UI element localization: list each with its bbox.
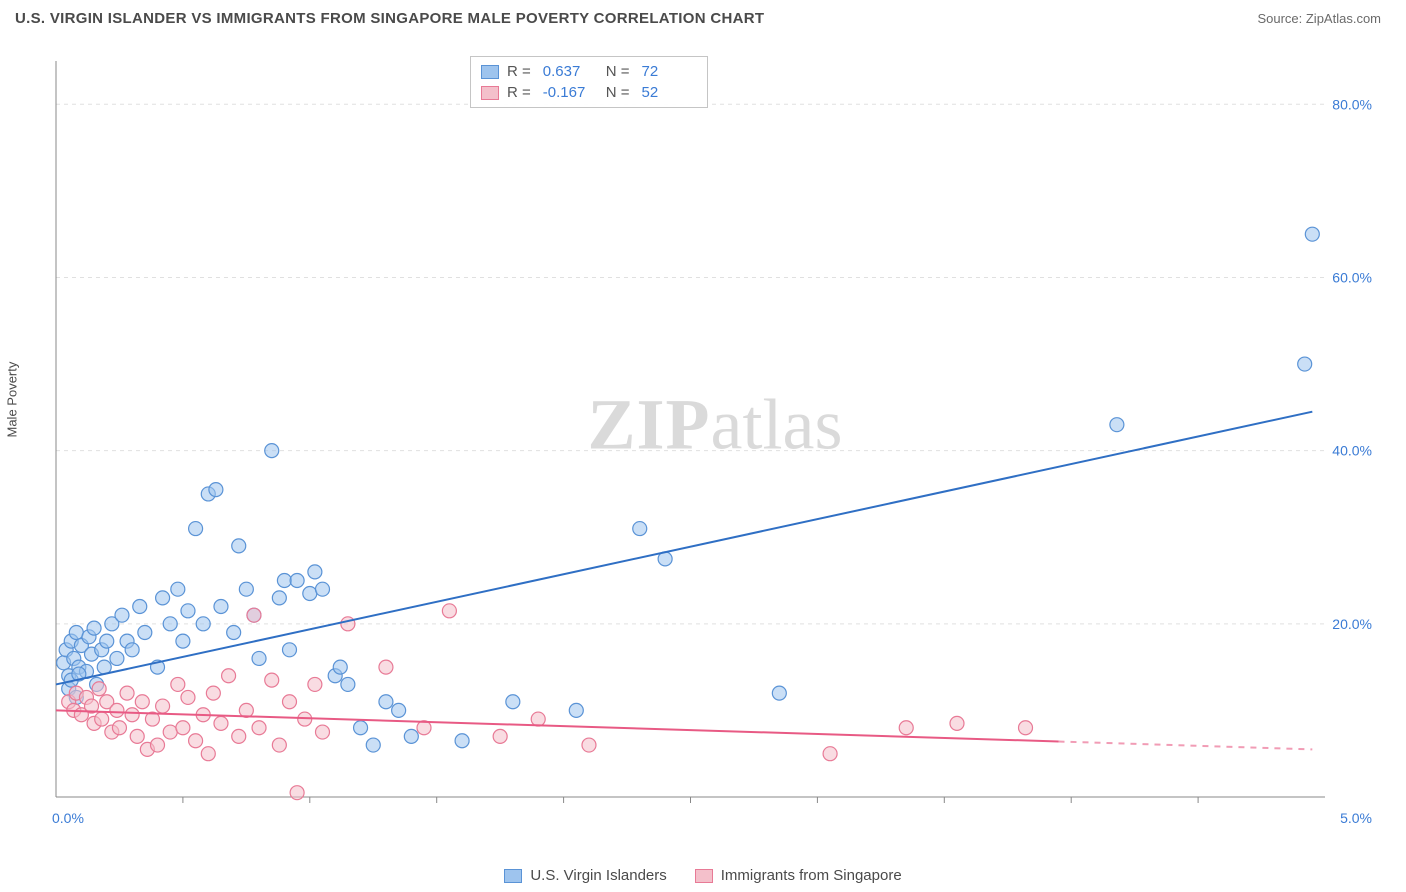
swatch-usvi (504, 869, 522, 883)
swatch-singapore (481, 86, 499, 100)
swatch-usvi (481, 65, 499, 79)
plot-area: 20.0%40.0%60.0%80.0%0.0%5.0% ZIPatlas (50, 55, 1380, 825)
correlation-chart: U.S. VIRGIN ISLANDER VS IMMIGRANTS FROM … (0, 0, 1406, 892)
legend-item-singapore: Immigrants from Singapore (695, 867, 902, 884)
legend-stat-row: R = 0.637 N = 72 (481, 61, 697, 82)
n-value-singapore: 52 (642, 84, 697, 101)
svg-text:20.0%: 20.0% (1332, 616, 1372, 632)
n-value-usvi: 72 (642, 63, 697, 80)
svg-text:60.0%: 60.0% (1332, 269, 1372, 285)
svg-text:40.0%: 40.0% (1332, 443, 1372, 459)
svg-text:80.0%: 80.0% (1332, 96, 1372, 112)
legend-label: Immigrants from Singapore (721, 867, 902, 884)
title-bar: U.S. VIRGIN ISLANDER VS IMMIGRANTS FROM … (0, 0, 1406, 32)
legend-item-usvi: U.S. Virgin Islanders (504, 867, 666, 884)
scatter-svg: 20.0% 40.0% 60.0% 80.0% 0.0% 5.0% (50, 55, 1380, 825)
legend-label: U.S. Virgin Islanders (530, 867, 666, 884)
r-value-singapore: -0.167 (543, 84, 598, 101)
svg-text:0.0%: 0.0% (52, 810, 84, 825)
legend-series: U.S. Virgin Islanders Immigrants from Si… (0, 867, 1406, 884)
source-attribution: Source: ZipAtlas.com (1257, 11, 1381, 26)
y-axis-label: Male Poverty (5, 362, 20, 438)
legend-stats: R = 0.637 N = 72 R = -0.167 N = 52 (470, 56, 708, 108)
legend-stat-row: R = -0.167 N = 52 (481, 82, 697, 103)
chart-title: U.S. VIRGIN ISLANDER VS IMMIGRANTS FROM … (15, 10, 764, 27)
svg-text:5.0%: 5.0% (1340, 810, 1372, 825)
swatch-singapore (695, 869, 713, 883)
r-value-usvi: 0.637 (543, 63, 598, 80)
